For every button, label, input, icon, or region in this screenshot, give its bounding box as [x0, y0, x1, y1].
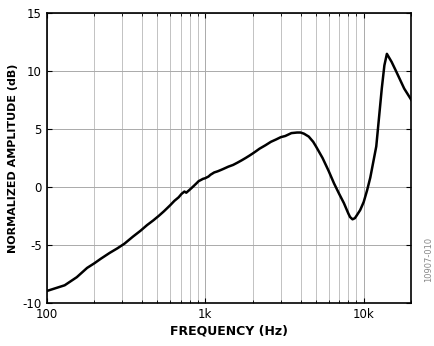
X-axis label: FREQUENCY (Hz): FREQUENCY (Hz)	[170, 325, 287, 338]
Y-axis label: NORMALIZED AMPLITUDE (dB): NORMALIZED AMPLITUDE (dB)	[8, 63, 18, 253]
Text: 10907-010: 10907-010	[423, 237, 432, 282]
